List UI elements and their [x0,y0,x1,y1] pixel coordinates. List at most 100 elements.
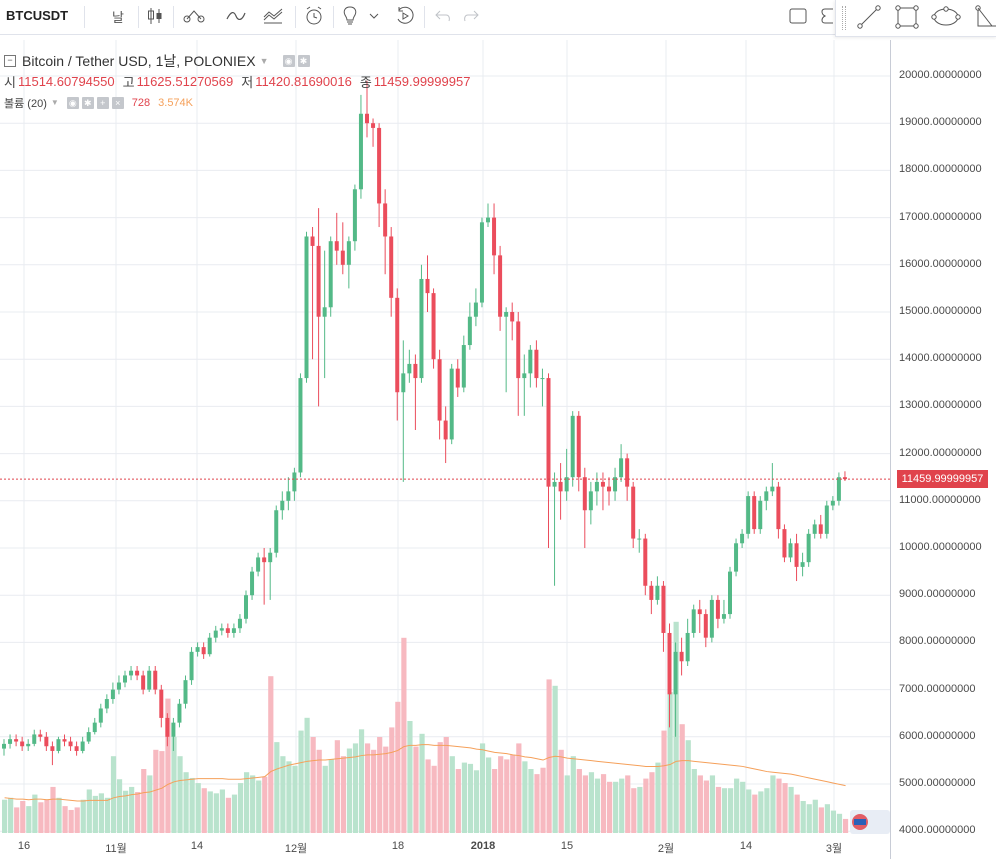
volume-bar [352,743,359,833]
replay-icon[interactable] [391,4,419,28]
volume-bar [358,729,365,833]
candle [274,505,279,558]
chart-legend: − Bitcoin / Tether USD, 1날, POLONIEX ▼ ◉… [4,50,478,113]
candle-body [479,222,484,303]
pattern-icon[interactable] [974,4,996,35]
volume-bar [328,759,334,833]
gear-icon[interactable]: ✱ [297,54,310,67]
candle-body [250,571,255,596]
bar-style-icon[interactable] [143,4,167,28]
volume-bar [365,743,371,833]
ohlc-row: 시 11514.60794550 고 11625.51270569 저 1142… [4,71,478,92]
redo-icon[interactable] [460,4,482,28]
candle-body [92,722,97,733]
alert-icon[interactable] [300,4,328,28]
undo-icon[interactable] [432,4,454,28]
lightbulb-icon[interactable] [337,4,363,28]
candle-body [570,415,575,478]
candle-body [776,486,781,530]
volume-bar [98,793,104,833]
candle-body [631,486,636,539]
symbol-search-button[interactable]: BTCUSDT [6,8,69,23]
candle [8,734,13,749]
toolbar-divider [424,6,425,28]
candle-body [734,543,739,572]
candle [286,477,291,511]
eye-icon[interactable]: ◉ [66,96,79,109]
candle-body [740,533,745,544]
volume-legend-row: 볼륨 (20) ▼ ◉ ✱ + × 728 3.574K [4,92,478,113]
price-tick-label: 20000.00000000 [899,69,982,81]
candle-body [129,670,134,676]
candle [407,349,412,383]
volume-bar [213,793,219,833]
volume-bar [613,781,619,833]
trend-line-icon[interactable] [856,4,882,35]
candle-body [110,689,115,700]
candle [697,599,702,633]
volume-bar [244,772,250,833]
candle-body [352,189,357,242]
chevron-down-icon[interactable]: ▼ [259,55,269,66]
candle [728,566,732,619]
candle-body [383,203,388,237]
add-icon[interactable]: + [96,96,109,109]
candle-body [219,628,224,631]
time-tick-label: 11월 [105,843,127,855]
candle-body [268,552,273,563]
candle-body [619,458,624,478]
volume-bar [492,769,498,833]
candle-body [340,250,345,265]
time-tick-label: 12월 [284,843,308,855]
candle [328,236,333,317]
close-icon[interactable]: × [111,96,124,109]
snapshot-rect-icon[interactable] [785,4,811,28]
compare-icon[interactable] [180,4,208,28]
volume-bar [679,724,685,833]
rectangle-icon[interactable] [894,4,920,35]
candle [86,727,91,744]
toolbar-divider [138,6,139,28]
candle-body [552,481,557,487]
eye-icon[interactable]: ◉ [282,54,295,67]
interval-button[interactable]: 날 [112,9,124,25]
gear-icon[interactable]: ✱ [81,96,94,109]
volume-bar [171,737,177,833]
toolbar-divider [295,6,296,28]
candle-body [26,743,31,747]
candle [600,472,605,511]
candle-body [728,571,732,615]
fullscreen-icon[interactable] [818,4,836,28]
templates-icon[interactable] [259,4,287,28]
drag-handle[interactable] [842,6,846,30]
last-price-label: 11459.99999957 [897,470,988,489]
chevron-down-icon[interactable] [364,4,384,28]
volume-bar [746,789,752,833]
candle-body [98,708,103,723]
high-label: 고 [122,75,135,90]
high-value: 11625.51270569 [136,74,234,89]
tradingview-logo[interactable] [850,810,890,834]
price-axis[interactable]: 20000.00000000 19000.00000000 18000.000000… [890,40,996,859]
volume-bar [286,761,292,833]
price-tick-label: 8000.00000000 [899,635,976,648]
candle-body [836,477,841,501]
collapse-icon[interactable]: − [4,54,16,67]
volume-bar [637,786,643,833]
candle [419,264,424,383]
price-tick-label: 16000.00000000 [899,257,982,270]
volume-bar [588,772,595,833]
chart-pane[interactable] [0,40,890,859]
candle-body [322,307,327,317]
volume-bar [830,810,837,833]
low-label: 저 [241,75,254,90]
open-label: 시 [4,75,16,90]
indicators-icon[interactable] [222,4,250,28]
candle [153,666,158,695]
volume-bar [80,799,86,833]
volume-bar [8,797,14,833]
chevron-down-icon[interactable]: ▼ [50,98,59,107]
candle [44,732,49,751]
ellipse-icon[interactable] [931,4,961,35]
candle [322,250,327,379]
